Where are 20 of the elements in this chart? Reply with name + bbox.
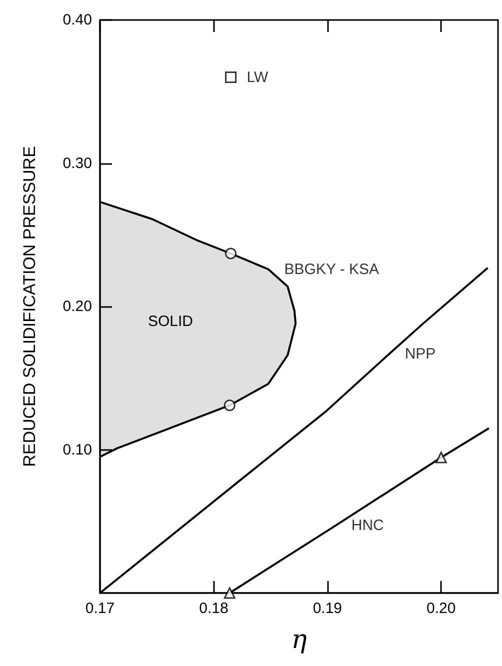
point xyxy=(224,587,236,599)
y-tick-label: 0.10 xyxy=(62,441,92,458)
y-tick-label: 0.30 xyxy=(62,154,92,172)
x-tick-label: 0.17 xyxy=(85,600,115,617)
annotation: SOLID xyxy=(148,313,194,330)
annotation: BBGKY - KSA xyxy=(284,260,380,278)
point xyxy=(225,248,237,260)
x-tick-label: 0.19 xyxy=(312,600,342,617)
x-tick-label: 0.18 xyxy=(199,600,228,617)
y-tick-label: 0.40 xyxy=(62,12,92,28)
x-tick-label: 0.20 xyxy=(426,600,456,617)
annotation: NPP xyxy=(404,346,436,363)
point xyxy=(435,452,447,464)
annotation: HNC xyxy=(351,517,384,534)
annotation: LW xyxy=(246,68,269,86)
point xyxy=(225,72,237,84)
x-axis-title: η xyxy=(291,625,308,655)
y-tick-label: 0.20 xyxy=(62,298,92,315)
y-axis-title: REDUCED SOLIDIFICATION PRESSURE xyxy=(20,146,39,467)
point xyxy=(224,400,236,412)
